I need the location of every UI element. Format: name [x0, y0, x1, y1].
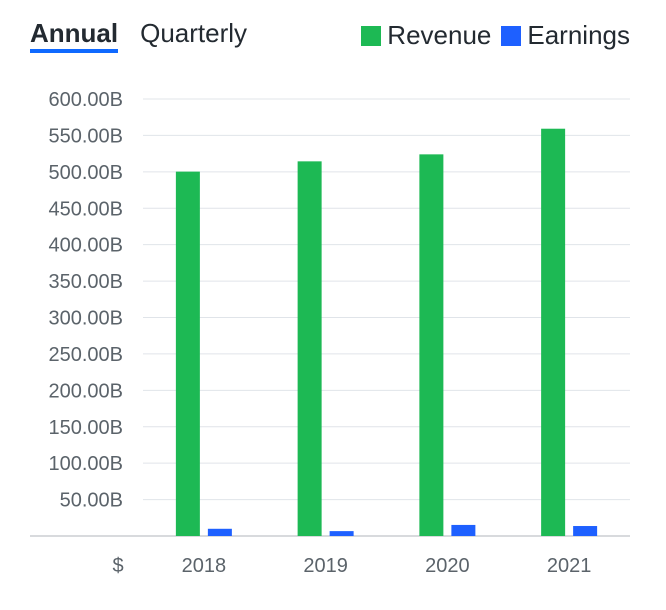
legend-label-earnings: Earnings [527, 20, 630, 50]
earnings-bar [573, 526, 598, 536]
y-tick-label: 350.00B [48, 271, 123, 293]
y-tick-label: 100.00B [48, 453, 123, 475]
tab-quarterly[interactable]: Quarterly [140, 18, 248, 48]
revenue-bar [175, 171, 200, 536]
revenue-bar [541, 128, 566, 536]
earnings-bar [329, 531, 354, 536]
legend-label-revenue: Revenue [387, 20, 492, 50]
earnings-bar [451, 524, 476, 536]
x-tick-label: 2021 [547, 555, 592, 577]
earnings-bar [207, 528, 232, 536]
y-tick-label: 50.00B [60, 490, 123, 512]
x-tick-label: 2019 [303, 555, 348, 577]
y-tick-label: 550.00B [48, 125, 123, 147]
legend-item-revenue[interactable]: Revenue [361, 20, 491, 51]
y-tick-label: 200.00B [48, 380, 123, 402]
revenue-swatch [361, 25, 382, 46]
y-tick-label: 150.00B [48, 417, 123, 439]
y-tick-label: 400.00B [48, 235, 123, 257]
currency-label: $ [112, 555, 123, 577]
revenue-bar [297, 161, 322, 536]
y-tick-label: 500.00B [48, 162, 123, 184]
revenue-bar [419, 154, 444, 536]
legend-item-earnings[interactable]: Earnings [501, 20, 630, 51]
earnings-swatch [501, 25, 522, 46]
y-tick-label: 300.00B [48, 308, 123, 330]
chart-legend: Revenue Earnings [361, 20, 630, 51]
period-tabs: Annual Quarterly [30, 18, 247, 53]
y-tick-label: 250.00B [48, 344, 123, 366]
tab-annual[interactable]: Annual [30, 18, 119, 53]
x-tick-label: 2020 [425, 555, 470, 577]
x-tick-label: 2018 [182, 555, 227, 577]
y-tick-label: 600.00B [48, 89, 123, 111]
y-tick-label: 450.00B [48, 198, 123, 220]
